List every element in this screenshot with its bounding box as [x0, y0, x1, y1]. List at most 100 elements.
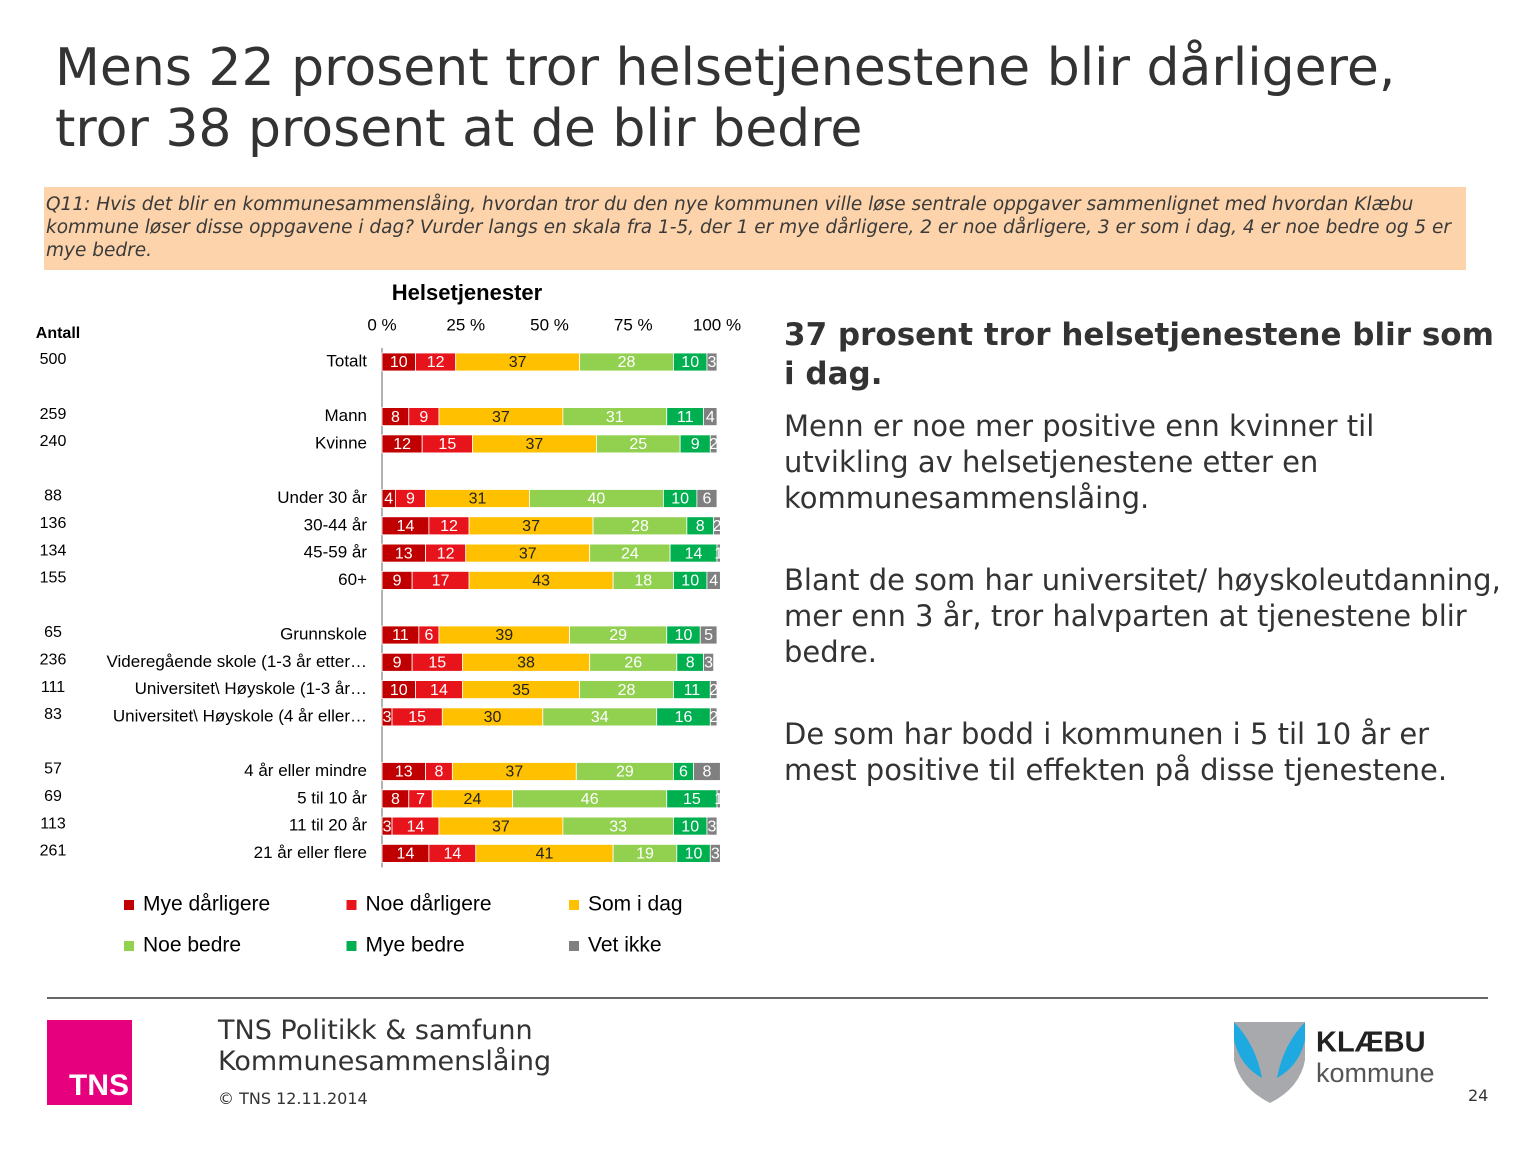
count-label: 65 [44, 624, 62, 641]
category-label: 4 år eller mindre [244, 761, 367, 780]
value-label: 15 [683, 791, 701, 808]
value-label: 10 [675, 627, 693, 644]
value-label: 11 [684, 682, 701, 699]
shield-leaf [1234, 1022, 1262, 1078]
commentary-heading: 37 prosent tror helsetjenestene blir som… [784, 317, 1494, 392]
value-label: 17 [432, 573, 450, 590]
value-label: 2 [713, 518, 722, 535]
value-label: 8 [696, 518, 705, 535]
x-tick-label: 75 % [614, 315, 653, 334]
count-label: 57 [44, 761, 62, 778]
category-label: 21 år eller flere [254, 843, 367, 862]
count-label: 259 [40, 406, 67, 423]
value-label: 11 [677, 409, 694, 426]
count-label: 69 [44, 788, 62, 805]
page-number: 24 [1468, 1086, 1489, 1105]
value-label: 2 [709, 709, 718, 726]
value-label: 37 [526, 436, 544, 453]
value-label: 3 [383, 709, 392, 726]
legend-swatch [124, 900, 134, 910]
value-label: 33 [609, 818, 627, 835]
value-label: 4 [709, 573, 718, 590]
value-label: 15 [408, 709, 426, 726]
commentary-paragraph: De som har bodd i kommunen i 5 til 10 år… [784, 717, 1448, 787]
bar-segment [706, 352, 718, 372]
value-label: 40 [588, 491, 606, 508]
value-label: 30 [484, 709, 502, 726]
value-label: 26 [624, 655, 642, 672]
commentary-paragraph: Blant de som har universitet/ høyskoleut… [784, 563, 1501, 669]
bar-segment [716, 543, 721, 563]
value-label: 3 [708, 354, 717, 371]
value-label: 38 [517, 655, 535, 672]
count-label: 136 [40, 515, 67, 532]
category-label: Totalt [326, 351, 367, 370]
value-label: 37 [522, 518, 540, 535]
bar-segment [703, 652, 715, 672]
bar-segment [709, 707, 718, 727]
category-label: 11 til 20 år [289, 816, 367, 835]
value-label: 28 [618, 682, 636, 699]
value-label: 9 [419, 409, 428, 426]
shield [1234, 1022, 1305, 1103]
value-label: 14 [397, 518, 415, 535]
value-label: 34 [591, 709, 609, 726]
value-label: 28 [618, 354, 636, 371]
commentary: 37 prosent tror helsetjenestene blir som… [784, 316, 1504, 834]
value-label: 9 [691, 436, 700, 453]
value-label: 2 [709, 436, 718, 453]
value-label: 6 [424, 627, 433, 644]
value-label: 11 [392, 627, 409, 644]
value-label: 37 [509, 354, 527, 371]
value-label: 37 [492, 409, 510, 426]
value-label: 24 [464, 791, 482, 808]
value-label: 28 [631, 518, 649, 535]
count-label: 240 [40, 433, 67, 450]
counts-header: Antall [36, 325, 80, 342]
shield-leaf [1277, 1022, 1305, 1078]
title-line: Mens 22 prosent tror helsetjenestene bli… [55, 38, 1396, 98]
value-label: 6 [679, 764, 688, 781]
value-label: 3 [704, 655, 713, 672]
bar-segment [699, 625, 718, 645]
legend-label: Noe bedre [143, 934, 241, 957]
chart-title: Helsetjenester [392, 280, 543, 305]
value-label: 8 [391, 409, 400, 426]
count-label: 134 [40, 542, 67, 559]
value-label: 2 [709, 682, 718, 699]
value-label: 43 [532, 573, 550, 590]
x-tick-label: 100 % [693, 315, 741, 334]
legend-label: Mye bedre [366, 934, 465, 957]
tns-logo-text: TNS [69, 1069, 129, 1102]
value-label: 14 [407, 818, 425, 835]
count-label: 155 [40, 570, 67, 587]
category-label: Universitet\ Høyskole (1-3 år… [135, 679, 367, 698]
bar-segment [709, 844, 721, 863]
footer-line: Kommunesammenslåing [218, 1046, 552, 1077]
bar-segment [709, 680, 718, 699]
x-tick-label: 50 % [530, 315, 569, 334]
value-label: 19 [636, 846, 654, 863]
value-label: 4 [384, 491, 393, 508]
value-label: 5 [704, 627, 713, 644]
value-label: 41 [536, 846, 554, 863]
value-label: 31 [606, 409, 624, 426]
value-label: 24 [621, 545, 639, 562]
value-label: 8 [702, 764, 711, 781]
question-box: Q11: Hvis det blir en kommunesammenslåin… [44, 187, 1466, 270]
value-label: 1 [714, 791, 723, 808]
category-label: Kvinne [315, 433, 367, 452]
count-label: 88 [44, 488, 62, 505]
brand-name: KLÆBU [1316, 1027, 1426, 1059]
count-label: 83 [44, 706, 62, 723]
value-label: 13 [395, 764, 413, 781]
value-label: 15 [438, 436, 456, 453]
value-label: 39 [495, 627, 513, 644]
value-label: 6 [702, 491, 711, 508]
legend-swatch [346, 900, 357, 910]
value-label: 8 [391, 791, 400, 808]
value-label: 10 [681, 354, 699, 371]
commentary-paragraph: Menn er noe mer positive enn kvinner til… [784, 409, 1375, 515]
count-label: 111 [41, 679, 65, 696]
legend-swatch [124, 941, 134, 951]
